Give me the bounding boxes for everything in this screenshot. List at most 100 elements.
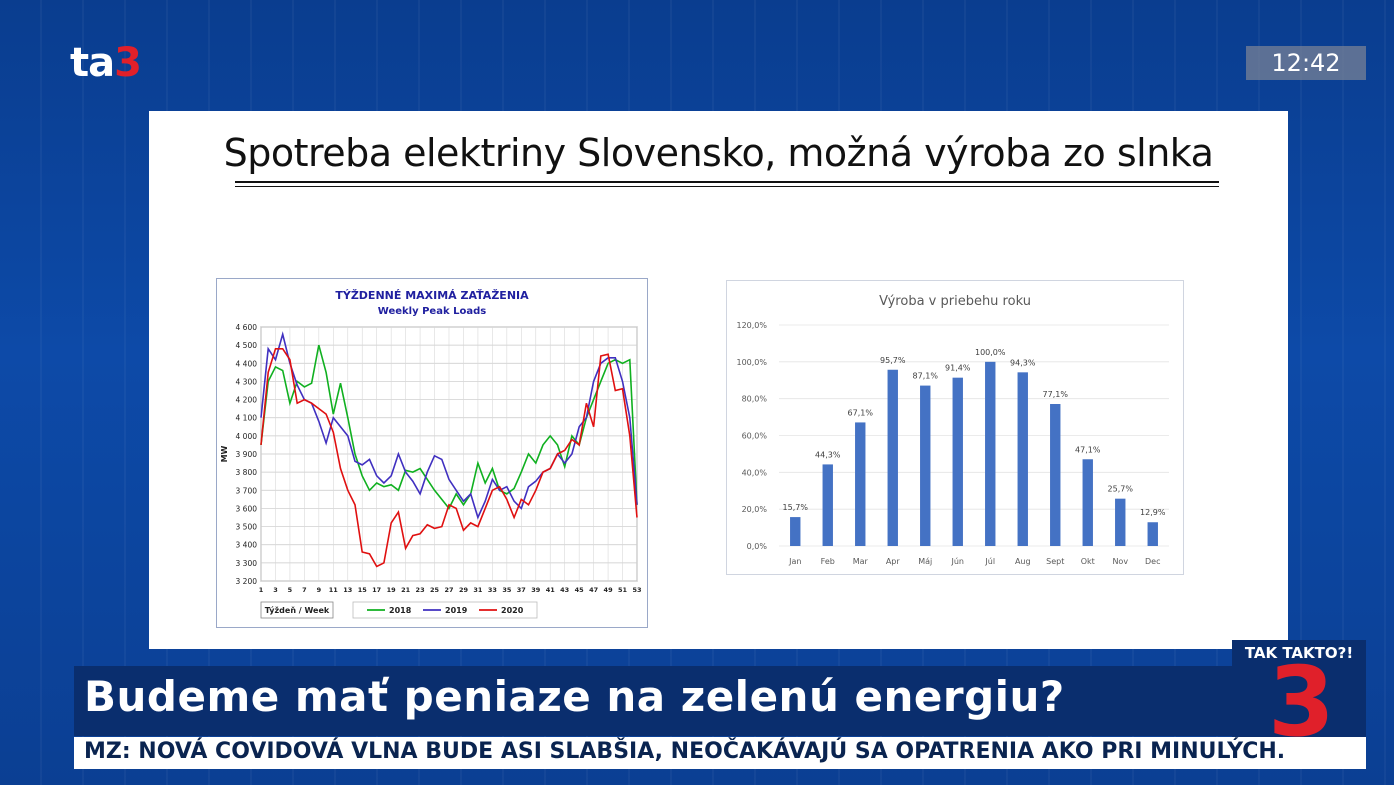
bar-Apr <box>887 369 898 546</box>
legend-label-2018: 2018 <box>389 606 412 615</box>
y-tick-label: 4 300 <box>236 377 258 386</box>
headline: Budeme mať peniaze na zelenú energiu? <box>84 672 1065 721</box>
bar-Feb <box>822 464 833 546</box>
x-tick-label: Okt <box>1081 557 1095 566</box>
bar-value-label: 91,4% <box>945 364 971 373</box>
y-tick-label: 3 900 <box>236 450 258 459</box>
legend-caption-box <box>260 601 334 619</box>
show-name-badge: TAK TAKTO?! <box>1232 640 1366 666</box>
ticker-bar <box>74 737 1366 769</box>
x-tick-label: Jan <box>788 557 801 566</box>
clock: 12:42 <box>1246 46 1366 80</box>
y-tick-label: 4 000 <box>236 432 258 441</box>
y-tick-label: 4 500 <box>236 341 258 350</box>
bar-Júl <box>985 361 996 546</box>
x-tick-label: 39 <box>531 586 541 594</box>
bar-value-label: 25,7% <box>1108 485 1134 494</box>
x-tick-label: 21 <box>401 586 411 594</box>
x-tick-label: 17 <box>372 586 381 594</box>
y-tick-label: 40,0% <box>742 468 768 477</box>
y-tick-label: 4 400 <box>236 359 258 368</box>
channel-logo: ta3 <box>70 40 142 86</box>
title-underline <box>235 181 1219 183</box>
bar-value-label: 87,1% <box>913 372 939 381</box>
bar-Máj <box>920 385 931 546</box>
x-tick-label: 53 <box>632 586 641 594</box>
x-tick-label: 49 <box>604 586 614 594</box>
bar-value-label: 44,3% <box>815 450 841 459</box>
y-tick-label: 3 200 <box>236 577 258 586</box>
chart-title: TÝŽDENNÉ MAXIMÁ ZAŤAŽENIA <box>335 289 529 302</box>
series-line-2019 <box>260 331 638 520</box>
bar-value-label: 77,1% <box>1043 390 1069 399</box>
show-logo-box <box>1232 666 1366 737</box>
slide-title: Spotreba elektriny Slovensko, možná výro… <box>223 131 1214 175</box>
x-tick-label: 25 <box>430 586 440 594</box>
x-tick-label: Apr <box>886 557 901 566</box>
solar-production-svg: Výroba v priebehu roku 120,0% 100,0% 80,0% 6… <box>736 294 1169 566</box>
x-tick-label: 29 <box>459 586 469 594</box>
y-tick-label: 4 100 <box>236 414 258 423</box>
x-tick-label: 23 <box>416 586 425 594</box>
weekly-peak-loads-svg: TÝŽDENNÉ MAXIMÁ ZAŤAŽENIA Weekly Peak Loa… <box>220 289 642 619</box>
x-tick-label: 43 <box>560 586 569 594</box>
bar-value-label: 100,0% <box>975 348 1006 357</box>
bar-Aug <box>1017 372 1028 546</box>
x-tick-label: Mar <box>853 557 869 566</box>
legend-label-2020: 2020 <box>501 606 524 615</box>
solar-production-chart: Výroba v priebehu roku 120,0% 100,0% 80,0% 6… <box>726 280 1184 575</box>
x-tick-label: 45 <box>575 586 585 594</box>
y-tick-label: 0,0% <box>747 542 768 551</box>
y-tick-label: 120,0% <box>736 321 767 330</box>
x-tick-label: Sept <box>1046 557 1064 566</box>
x-tick-label: 5 <box>288 586 293 594</box>
legend-caption: Týždeň / Week <box>265 606 330 615</box>
bar-Sept <box>1050 404 1061 546</box>
x-tick-label: 37 <box>517 586 526 594</box>
y-tick-label: 3 800 <box>236 468 258 477</box>
x-tick-label: 35 <box>502 586 512 594</box>
x-tick-label: 47 <box>589 586 598 594</box>
x-tick-label: Júl <box>984 557 995 566</box>
chart-subtitle: Weekly Peak Loads <box>378 306 486 317</box>
y-tick-label: 3 700 <box>236 486 258 495</box>
bar-value-label: 67,1% <box>848 408 874 417</box>
y-tick-label: 3 500 <box>236 523 258 532</box>
bar-value-label: 94,3% <box>1010 358 1036 367</box>
bar-Jún <box>952 377 963 546</box>
series-line-2020 <box>260 348 638 568</box>
y-tick-label: 3 600 <box>236 504 258 513</box>
legend-label-2019: 2019 <box>445 606 468 615</box>
series-line-2018 <box>260 344 638 510</box>
x-tick-label: 11 <box>329 586 339 594</box>
bar-value-label: 15,7% <box>783 503 809 512</box>
x-tick-label: 9 <box>317 586 322 594</box>
chart-title: Výroba v priebehu roku <box>879 294 1031 309</box>
y-tick-label: 20,0% <box>742 505 768 514</box>
bar-Dec <box>1147 522 1158 546</box>
x-tick-label: Jún <box>951 557 965 566</box>
x-tick-label: 19 <box>387 586 397 594</box>
x-tick-label: 33 <box>488 586 497 594</box>
x-tick-label: 41 <box>546 586 556 594</box>
bar-value-label: 12,9% <box>1140 508 1166 517</box>
bar-value-label: 47,1% <box>1075 445 1101 454</box>
y-tick-label: 80,0% <box>742 395 768 404</box>
news-ticker: MZ: NOVÁ COVIDOVÁ VLNA BUDE ASI SLABŠIA,… <box>84 739 1286 764</box>
x-tick-label: 31 <box>473 586 483 594</box>
y-tick-label: 4 200 <box>236 396 258 405</box>
x-tick-label: Dec <box>1145 557 1160 566</box>
bar-Jan <box>790 517 801 546</box>
bar-value-label: 95,7% <box>880 356 906 365</box>
title-underline-thin <box>235 186 1219 187</box>
x-tick-label: 15 <box>358 586 368 594</box>
x-tick-label: 1 <box>259 586 264 594</box>
weekly-peak-loads-chart: TÝŽDENNÉ MAXIMÁ ZAŤAŽENIA Weekly Peak Loa… <box>216 278 648 628</box>
bar-Nov <box>1115 498 1126 546</box>
x-tick-label: 27 <box>444 586 453 594</box>
x-tick-label: Feb <box>821 557 835 566</box>
x-tick-label: 7 <box>302 586 307 594</box>
y-tick-label: 3 300 <box>236 559 258 568</box>
bar-Mar <box>855 422 866 546</box>
y-tick-label: 100,0% <box>736 358 767 367</box>
